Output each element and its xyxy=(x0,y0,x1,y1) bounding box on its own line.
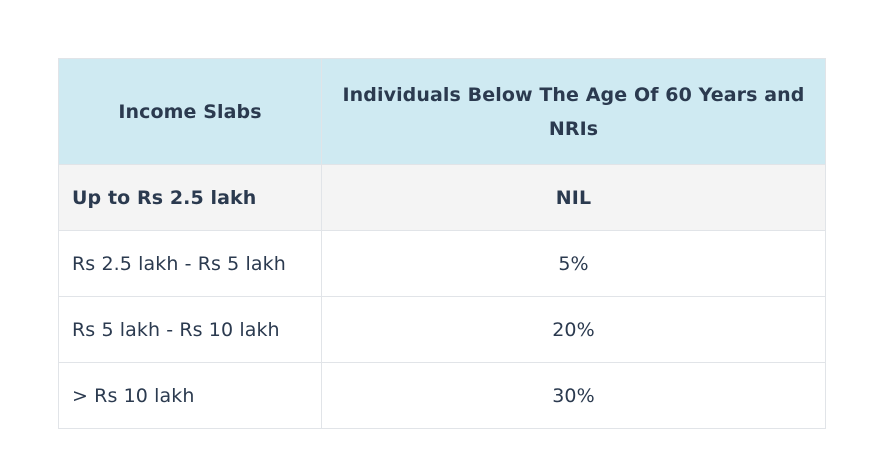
rate-cell: 20% xyxy=(321,296,826,363)
table-row: Up to Rs 2.5 lakh NIL xyxy=(58,164,826,231)
header-individuals-below-60: Individuals Below The Age Of 60 Years an… xyxy=(321,58,826,165)
header-income-slabs: Income Slabs xyxy=(58,58,322,165)
table-row: Rs 2.5 lakh - Rs 5 lakh 5% xyxy=(58,230,826,297)
rate-cell: NIL xyxy=(321,164,826,231)
slab-cell: Rs 2.5 lakh - Rs 5 lakh xyxy=(58,230,322,297)
rate-cell: 5% xyxy=(321,230,826,297)
table-row: > Rs 10 lakh 30% xyxy=(58,362,826,429)
table-body: Up to Rs 2.5 lakh NIL Rs 2.5 lakh - Rs 5… xyxy=(58,164,826,429)
rate-cell: 30% xyxy=(321,362,826,429)
slab-cell: Up to Rs 2.5 lakh xyxy=(58,164,322,231)
slab-cell: > Rs 10 lakh xyxy=(58,362,322,429)
income-tax-slab-table: Income Slabs Individuals Below The Age O… xyxy=(58,58,826,429)
slab-cell: Rs 5 lakh - Rs 10 lakh xyxy=(58,296,322,363)
header-row: Income Slabs Individuals Below The Age O… xyxy=(58,58,826,165)
table-header: Income Slabs Individuals Below The Age O… xyxy=(58,58,826,165)
table-row: Rs 5 lakh - Rs 10 lakh 20% xyxy=(58,296,826,363)
